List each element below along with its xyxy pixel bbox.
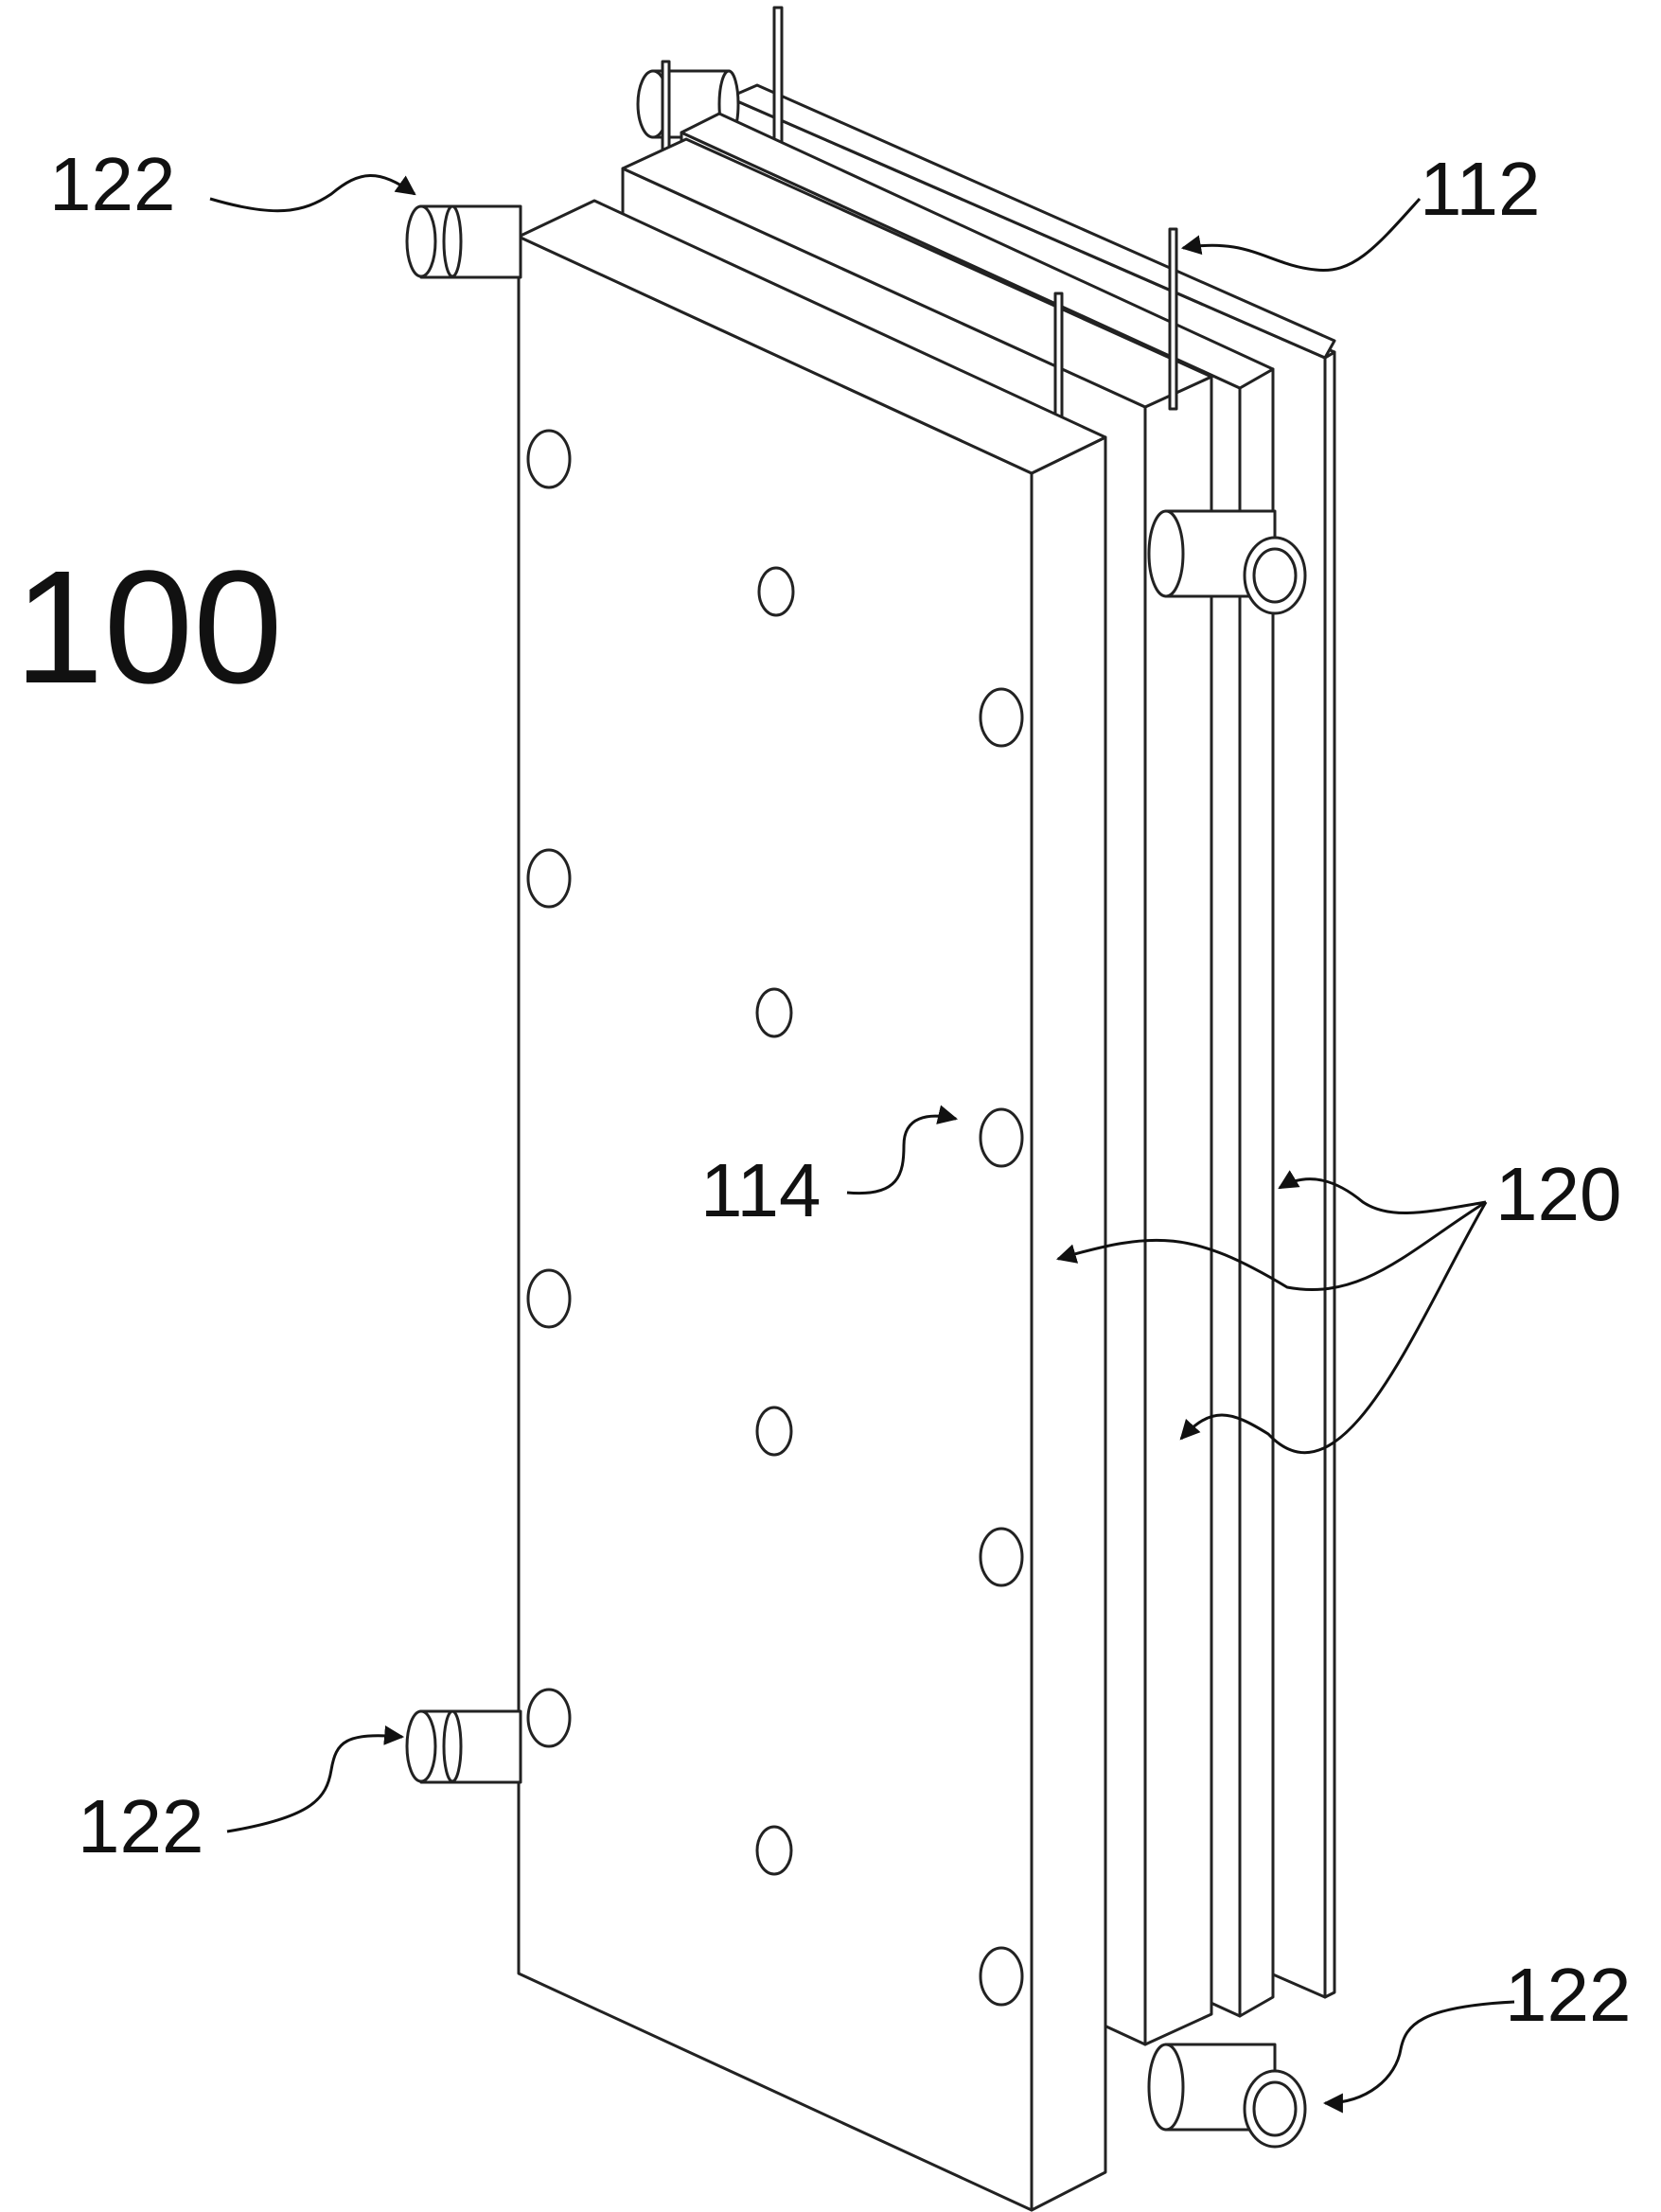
hole — [759, 568, 793, 615]
leader-122-bottom-left — [227, 1736, 402, 1832]
hole — [757, 1827, 791, 1874]
callout-114: 114 — [700, 1153, 822, 1229]
callout-122-bottom-right: 122 — [1505, 1957, 1631, 2033]
hole — [981, 1948, 1022, 2005]
hole — [528, 850, 570, 907]
leader-112 — [1183, 199, 1420, 271]
hole — [981, 1529, 1022, 1585]
hole — [757, 1407, 791, 1455]
leader-122-top-left — [210, 175, 415, 210]
callout-120: 120 — [1495, 1157, 1621, 1232]
lower-right-fitting — [1149, 2044, 1305, 2147]
hole — [757, 989, 791, 1036]
hole — [528, 1690, 570, 1746]
hole — [528, 431, 570, 487]
hole — [981, 689, 1022, 746]
left-fittings — [407, 206, 521, 1782]
leader-122-bottom-right — [1325, 2002, 1514, 2103]
hole — [528, 1270, 570, 1327]
callout-112: 112 — [1420, 151, 1541, 227]
callout-122-bottom-left: 122 — [78, 1789, 203, 1865]
hole — [981, 1109, 1022, 1166]
callout-122-top-left: 122 — [49, 147, 175, 222]
figure-number: 100 — [14, 547, 283, 708]
lower-left-fitting — [407, 1711, 521, 1782]
upper-left-fitting — [407, 206, 521, 277]
